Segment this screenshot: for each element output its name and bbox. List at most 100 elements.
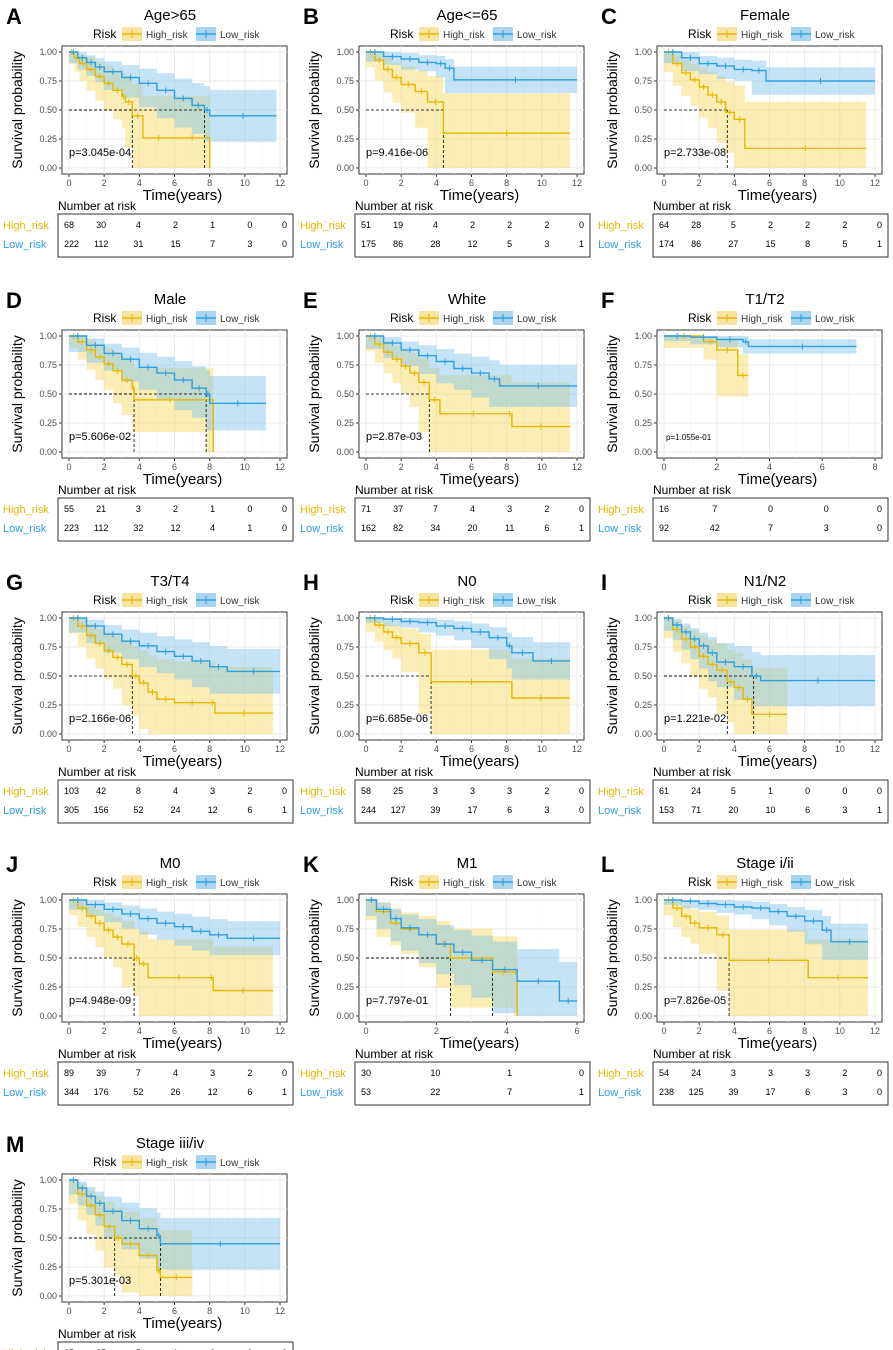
x-tick-label: 2	[102, 178, 107, 188]
risk-table-title: Number at risk	[58, 1327, 137, 1341]
risk-cell: 26	[170, 1087, 180, 1097]
y-axis-title: Survival probability	[306, 51, 322, 169]
y-tick-label: 0.50	[39, 389, 57, 399]
risk-cell: 0	[877, 1068, 882, 1078]
y-tick-label: 0.50	[39, 953, 57, 963]
legend-title: Risk	[93, 311, 117, 325]
risk-table-title: Number at risk	[653, 199, 732, 213]
risk-row-label-high: High_risk	[300, 220, 346, 232]
x-tick-label: 12	[275, 744, 285, 754]
risk-cell: 55	[64, 504, 74, 514]
x-tick-label: 6	[820, 462, 825, 472]
y-tick-label: 0.75	[634, 76, 652, 86]
x-tick-label: 4	[137, 1026, 142, 1036]
risk-row-label-high: High_risk	[598, 220, 644, 232]
x-tick-label: 2	[714, 462, 719, 472]
x-tick-label: 2	[434, 1026, 439, 1036]
legend-label: Low_risk	[517, 878, 557, 889]
risk-table-box	[354, 1061, 591, 1106]
risk-cell: 3	[210, 786, 215, 796]
y-tick-label: 0.75	[39, 1204, 57, 1214]
legend-title: Risk	[93, 593, 117, 607]
risk-cell: 0	[282, 523, 287, 533]
panel-letter: J	[6, 852, 18, 877]
risk-cell: 112	[94, 239, 108, 249]
risk-cell: 21	[96, 504, 106, 514]
risk-table-title: Number at risk	[58, 483, 137, 497]
y-tick-label: 0.50	[634, 953, 652, 963]
x-tick-label: 8	[504, 462, 509, 472]
y-tick-label: 0.50	[336, 105, 354, 115]
risk-cell: 6	[805, 805, 810, 815]
x-axis-title: Time(years)	[738, 753, 817, 770]
y-tick-label: 0.00	[634, 163, 652, 173]
x-tick-label: 8	[872, 462, 877, 472]
y-tick-label: 0.25	[336, 700, 354, 710]
risk-cell: 12	[467, 239, 477, 249]
risk-row-label-high: High_risk	[3, 1068, 49, 1080]
km-curve-low-risk	[69, 51, 277, 117]
risk-cell: 1	[768, 786, 773, 796]
risk-cell: 54	[659, 1068, 669, 1078]
risk-cell: 37	[393, 504, 403, 514]
risk-cell: 3	[824, 523, 829, 533]
y-tick-label: 0.00	[634, 729, 652, 739]
risk-cell: 24	[691, 1068, 701, 1078]
x-axis-title: Time(years)	[440, 1035, 519, 1052]
risk-cell: 5	[842, 239, 847, 249]
legend-label: Low_risk	[517, 30, 557, 41]
ci-band-low-risk	[664, 900, 868, 960]
x-tick-label: 4	[137, 462, 142, 472]
legend-label: High_risk	[443, 30, 486, 41]
x-tick-label: 0	[661, 462, 666, 472]
risk-cell: 2	[768, 220, 773, 230]
y-tick-label: 1.00	[336, 47, 354, 57]
y-tick-label: 0.00	[39, 163, 57, 173]
ci-band-low-risk	[664, 336, 857, 354]
risk-table-box	[354, 779, 591, 824]
y-tick-label: 1.00	[336, 895, 354, 905]
x-tick-label: 8	[207, 744, 212, 754]
ci-band-high-risk	[664, 900, 868, 1016]
y-tick-label: 0.00	[39, 447, 57, 457]
x-tick-label: 0	[661, 1026, 666, 1036]
risk-cell: 11	[505, 523, 514, 533]
ci-band-low-risk	[69, 1180, 280, 1270]
y-tick-label: 1.00	[39, 1175, 57, 1185]
y-tick-label: 0.25	[39, 700, 57, 710]
x-tick-label: 8	[802, 744, 807, 754]
x-tick-label: 0	[66, 744, 71, 754]
x-tick-label: 6	[469, 744, 474, 754]
x-tick-label: 0	[66, 462, 71, 472]
risk-cell: 1	[579, 1087, 584, 1097]
p-value-label: p=7.797e-01	[366, 995, 428, 1007]
risk-cell: 0	[579, 504, 584, 514]
risk-table-title: Number at risk	[58, 199, 137, 213]
x-axis-title: Time(years)	[143, 753, 222, 770]
risk-cell: 0	[282, 786, 287, 796]
risk-row-label-low: Low_risk	[3, 523, 47, 535]
y-tick-label: 0.50	[336, 389, 354, 399]
x-tick-label: 4	[434, 462, 439, 472]
x-tick-label: 12	[870, 1026, 880, 1036]
risk-table-box	[57, 213, 294, 258]
risk-cell: 1	[210, 220, 215, 230]
x-tick-label: 10	[835, 744, 845, 754]
risk-cell: 19	[393, 220, 403, 230]
x-tick-label: 4	[434, 178, 439, 188]
risk-table-box	[57, 1341, 294, 1350]
panel-letter: B	[303, 4, 319, 29]
chart-title: N0	[457, 573, 476, 590]
risk-row-label-low: Low_risk	[300, 1087, 344, 1099]
x-tick-label: 10	[240, 462, 250, 472]
x-tick-label: 4	[732, 744, 737, 754]
y-axis-title: Survival probability	[306, 617, 322, 735]
y-tick-label: 0.00	[336, 1011, 354, 1021]
risk-table-box	[57, 497, 294, 542]
ci-band-high-risk	[366, 336, 570, 452]
risk-cell: 0	[579, 220, 584, 230]
risk-cell: 52	[133, 1087, 143, 1097]
legend-title: Risk	[688, 27, 712, 41]
risk-cell: 12	[208, 805, 218, 815]
